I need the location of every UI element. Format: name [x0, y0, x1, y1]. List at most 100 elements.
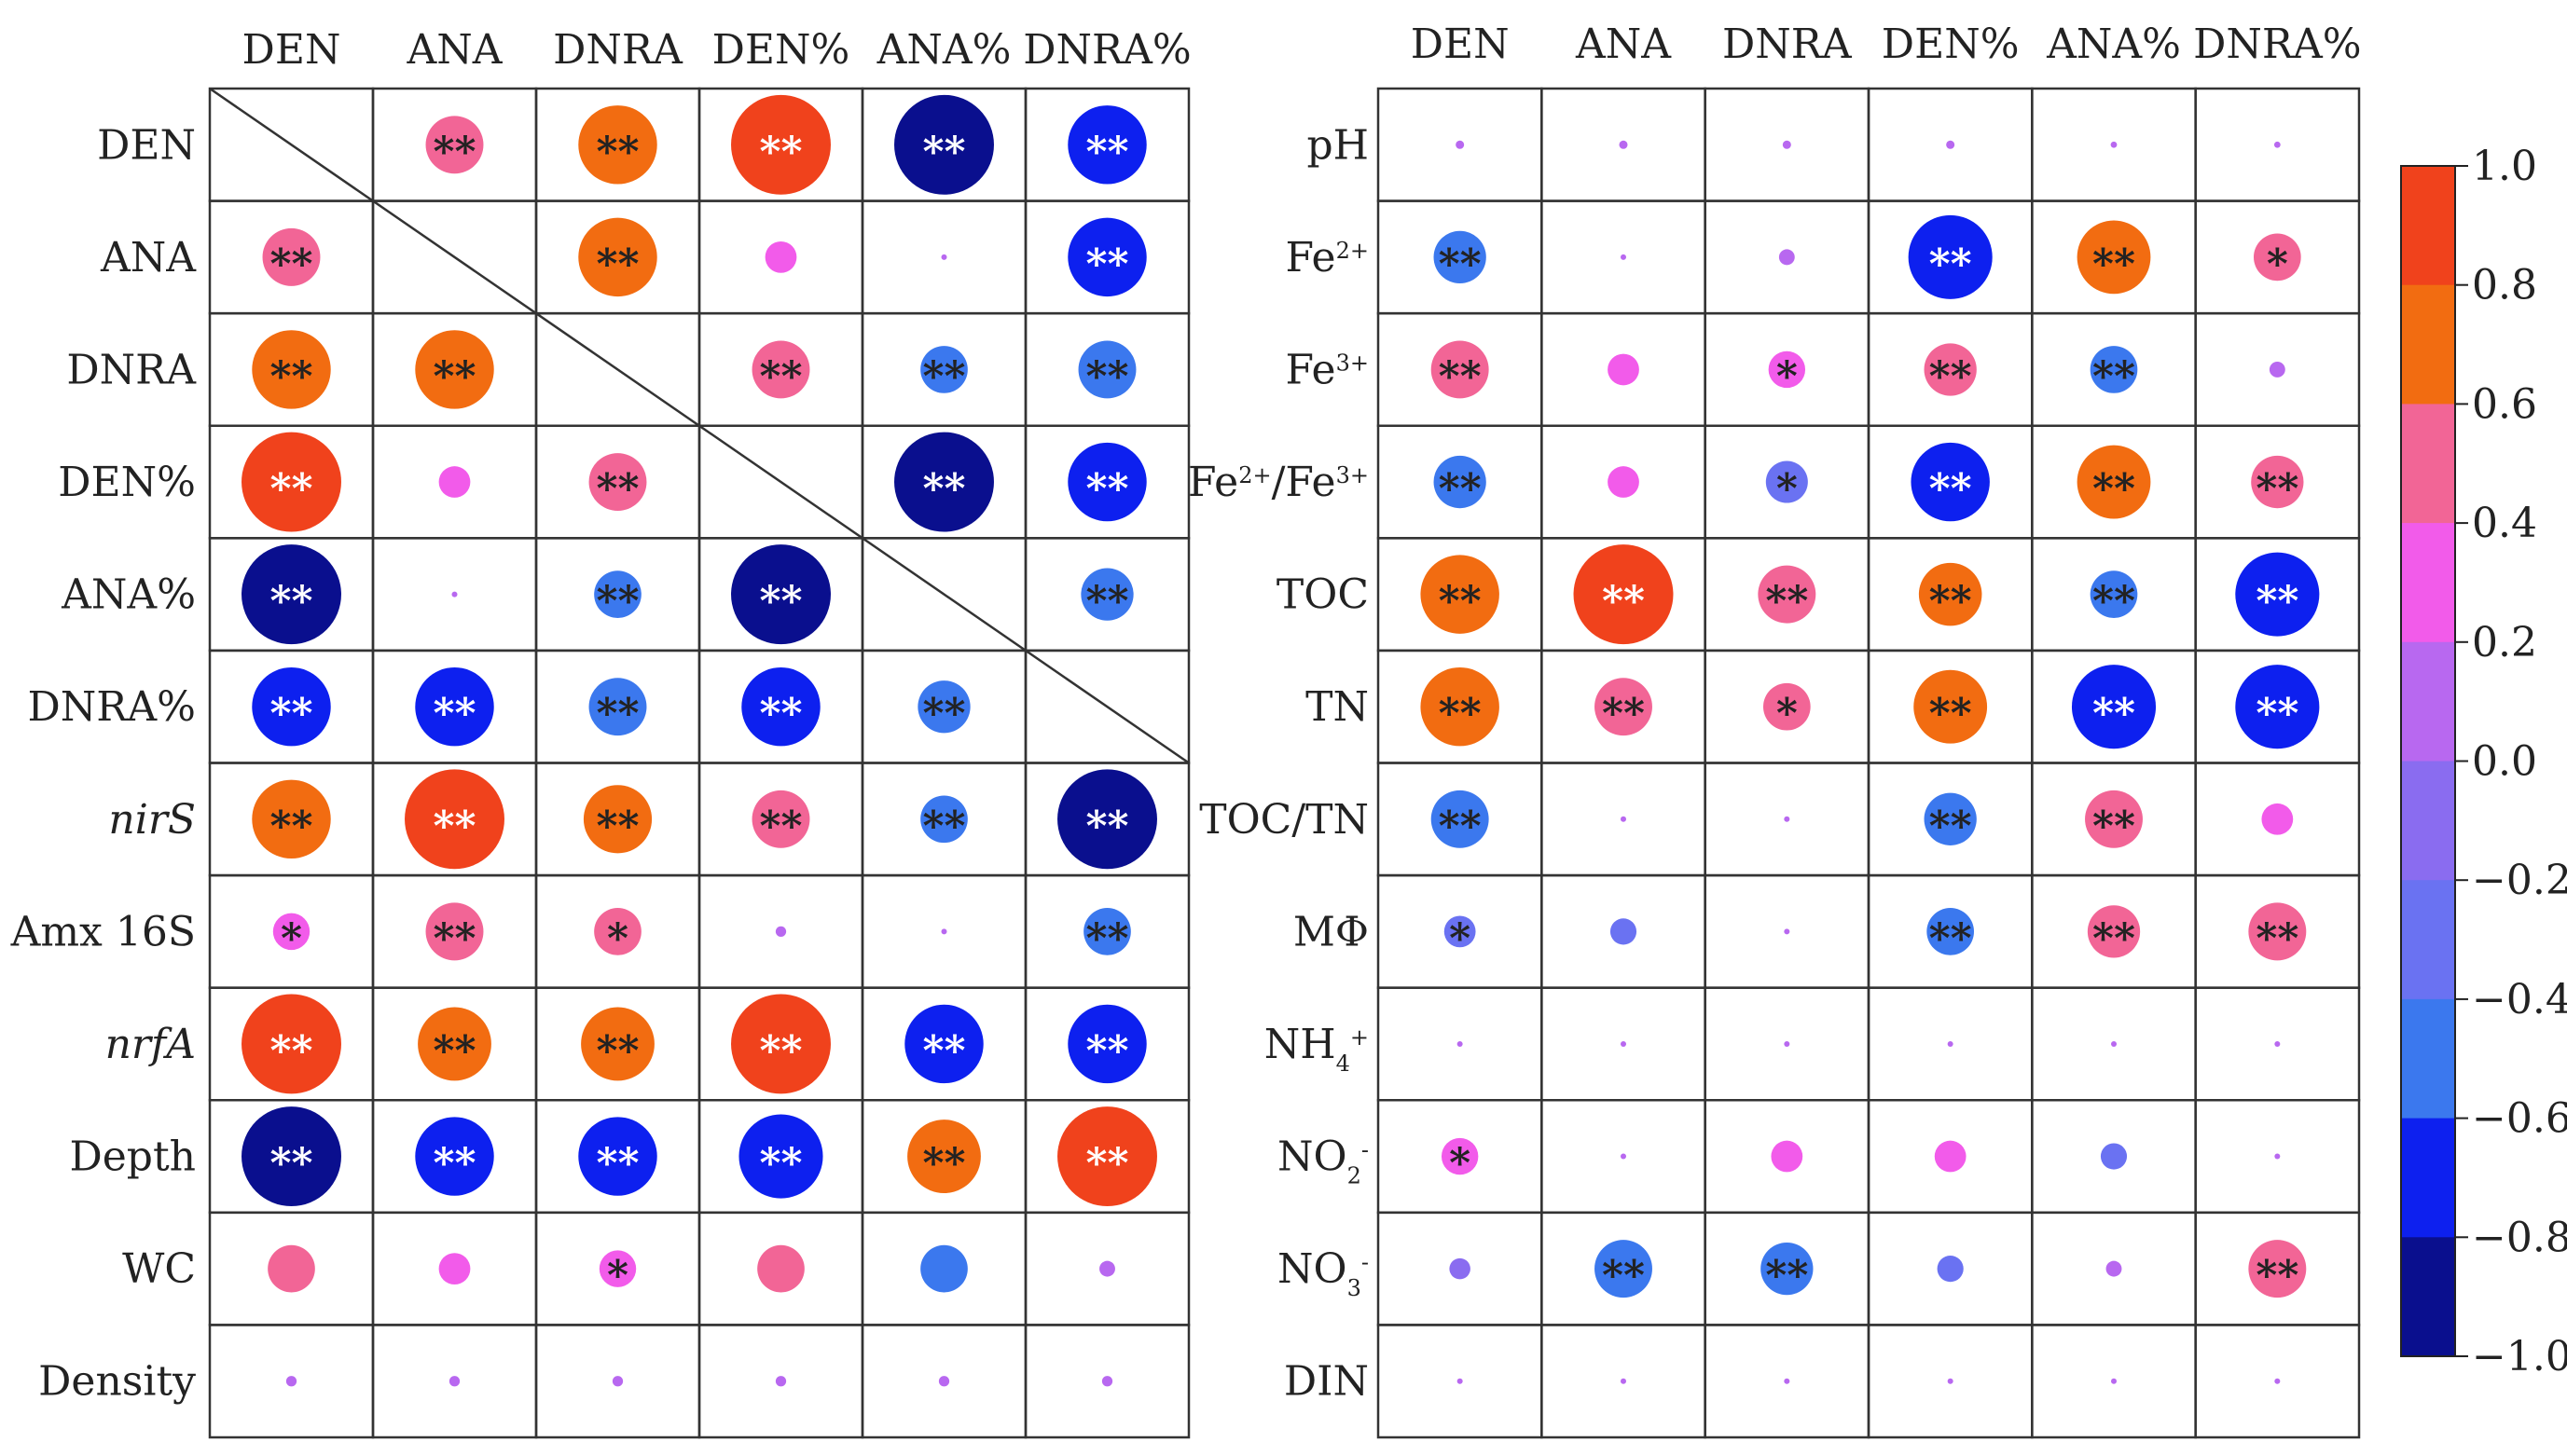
correlation-circle	[2090, 346, 2138, 393]
correlation-circle	[1068, 442, 1147, 522]
row-label-fe3: Fe3+	[1285, 346, 1369, 393]
significance-stars: **	[1085, 465, 1128, 513]
correlation-circle	[2085, 790, 2143, 848]
correlation-circle	[757, 1244, 805, 1293]
significance-stars: **	[2092, 465, 2135, 513]
correlation-circle	[1758, 565, 1816, 624]
correlation-circle	[1768, 350, 1806, 389]
significance-stars: **	[1085, 578, 1128, 625]
correlation-circle	[451, 591, 458, 598]
correlation-circle	[2248, 1240, 2307, 1298]
column-header-den: DEN%	[712, 26, 850, 74]
significance-stars: **	[2092, 240, 2135, 288]
significance-stars: **	[596, 128, 639, 175]
significance-stars: **	[269, 465, 312, 513]
significance-stars: **	[922, 128, 965, 175]
significance-stars: **	[1439, 465, 1482, 513]
correlation-circle	[242, 544, 341, 645]
column-header-dnra: DNRA%	[1023, 26, 1192, 74]
correlation-circle	[2105, 1260, 2122, 1277]
correlation-circle	[1449, 1257, 1470, 1280]
correlation-circle	[1782, 140, 1791, 149]
correlation-circle	[252, 330, 331, 409]
significance-stars: **	[1929, 352, 1972, 400]
column-header-den: DEN%	[1882, 21, 2020, 68]
colorbar-tick-label: 0.4	[2472, 500, 2537, 547]
colorbar-tick-label: −0.6	[2472, 1095, 2567, 1143]
correlation-circle	[285, 1376, 297, 1387]
right-correlation-panel: DEN ANA DNRA DEN% ANA% DNRA% pH Fe2+ Fe3+ Fe2+/Fe…	[1188, 21, 2362, 1439]
correlation-circle	[2100, 1143, 2128, 1170]
correlation-circle	[1420, 555, 1499, 634]
significance-stars: **	[1085, 1140, 1128, 1188]
column-header-ana: ANA%	[2046, 21, 2181, 68]
significance-stars: **	[922, 1140, 965, 1188]
correlation-circle	[2071, 665, 2157, 749]
colorbar-segment	[2401, 998, 2455, 1119]
correlation-circle	[1621, 1040, 1626, 1047]
significance-stars: **	[269, 1140, 312, 1188]
significance-stars: **	[433, 690, 476, 737]
correlation-circle	[2269, 362, 2285, 378]
correlation-circle	[1924, 343, 1977, 396]
column-header-den: DEN	[1411, 21, 1510, 68]
correlation-circle	[2274, 1378, 2281, 1384]
colorbar-tick-label: 1.0	[2472, 143, 2537, 190]
row-label-toc: TOC	[1277, 571, 1369, 619]
correlation-circle	[920, 346, 968, 393]
correlation-circle	[594, 908, 642, 955]
correlation-circle	[1573, 544, 1674, 645]
correlation-circle	[242, 432, 341, 532]
row-label-m: MΦ	[1293, 908, 1369, 955]
correlation-circle	[1918, 562, 1982, 626]
row-label-no3: NO3-	[1277, 1245, 1369, 1301]
row-label-din: DIN	[1284, 1358, 1369, 1406]
correlation-circle	[1621, 1378, 1626, 1384]
row-label-nrfa: nrfA	[105, 1021, 196, 1068]
significance-stars: **	[1929, 690, 1972, 737]
significance-stars: **	[269, 1027, 312, 1075]
correlation-circle	[594, 570, 642, 618]
correlation-circle	[612, 1376, 624, 1387]
significance-stars: **	[2256, 465, 2298, 513]
correlation-circle	[1937, 1256, 1964, 1283]
correlation-circle	[904, 1004, 984, 1084]
significance-stars: *	[281, 914, 302, 962]
correlation-circle	[1784, 1378, 1790, 1384]
correlation-circle	[2087, 905, 2141, 958]
correlation-circle	[1908, 214, 1993, 299]
diagonal-line	[209, 87, 1190, 764]
colorbar-tick-label: 0.8	[2472, 262, 2537, 309]
significance-stars: **	[759, 1140, 802, 1188]
correlation-circle	[1430, 340, 1489, 399]
significance-stars: **	[433, 128, 476, 175]
significance-stars: **	[1439, 803, 1482, 850]
row-label-depth: Depth	[69, 1133, 196, 1181]
correlation-circle	[1099, 1260, 1115, 1277]
correlation-circle	[1068, 1004, 1147, 1084]
correlation-circle	[438, 1253, 471, 1285]
correlation-circle	[2090, 570, 2138, 618]
correlation-circle	[1763, 682, 1811, 731]
significance-stars: **	[922, 465, 965, 513]
column-header-dnra: DNRA%	[2193, 21, 2362, 68]
significance-stars: **	[2256, 578, 2298, 625]
significance-stars: **	[433, 1140, 476, 1188]
correlation-circle	[583, 785, 653, 854]
row-label-den: DEN%	[58, 459, 196, 506]
significance-stars: **	[2092, 352, 2135, 400]
correlation-circle	[242, 1106, 341, 1207]
correlation-circle	[1101, 1376, 1113, 1387]
correlation-circle	[2110, 141, 2118, 148]
correlation-circle	[2274, 1153, 2281, 1160]
significance-stars: **	[1929, 240, 1972, 288]
row-label-ana: ANA%	[61, 571, 196, 619]
correlation-circle	[1068, 105, 1147, 185]
correlation-circle	[599, 1250, 637, 1287]
correlation-circle	[2248, 902, 2307, 961]
significance-stars: **	[269, 578, 312, 625]
significance-stars: **	[1602, 690, 1645, 737]
significance-stars: **	[1602, 578, 1645, 625]
correlation-circle	[1430, 790, 1489, 848]
significance-stars: **	[2092, 914, 2135, 962]
